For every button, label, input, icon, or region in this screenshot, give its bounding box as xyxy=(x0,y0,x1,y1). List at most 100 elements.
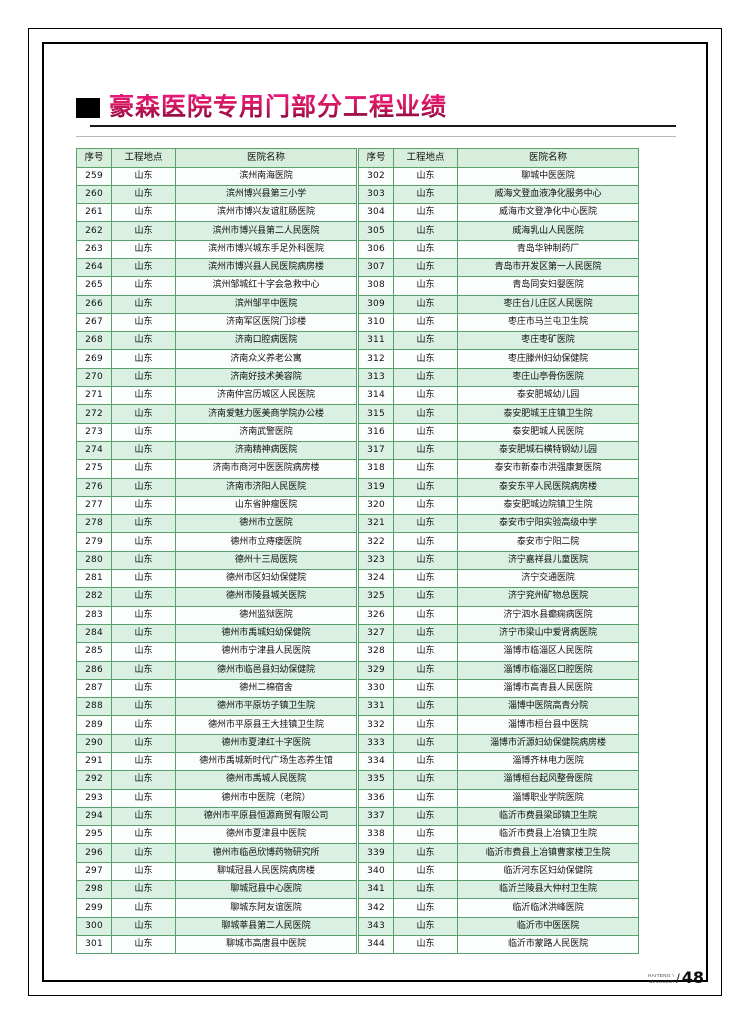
cell-location: 山东 xyxy=(111,751,176,772)
cell-location: 山东 xyxy=(393,733,458,754)
cell-hospital-name: 济南口腔病医院 xyxy=(175,331,357,351)
cell-location: 山东 xyxy=(111,331,176,351)
table-row: 279 山东 德州市立痔瘘医院 xyxy=(76,532,357,552)
cell-no: 289 xyxy=(76,715,112,735)
cell-no: 310 xyxy=(358,312,394,333)
cell-hospital-name: 淄博市沂源妇幼保健院病房楼 xyxy=(457,733,639,754)
cell-hospital-name: 济宁泗水县癫痫病医院 xyxy=(457,605,639,625)
cell-no: 278 xyxy=(76,514,112,534)
cell-hospital-name: 聊城冠县中心医院 xyxy=(175,880,357,900)
black-square-bullet-icon xyxy=(76,98,100,118)
cell-no: 286 xyxy=(76,660,112,680)
table-row: 306 山东 青岛华钟制药厂 xyxy=(358,239,639,259)
cell-hospital-name: 枣庄滕州妇幼保健院 xyxy=(457,349,639,369)
cell-hospital-name: 德州市夏津县中医院 xyxy=(175,825,357,845)
cell-hospital-name: 德州市平原县恒源商贸有限公司 xyxy=(175,806,357,827)
cell-no: 292 xyxy=(76,770,112,790)
table-row: 280 山东 德州十三局医院 xyxy=(76,550,357,571)
cell-location: 山东 xyxy=(111,203,176,223)
cell-location: 山东 xyxy=(111,257,176,278)
cell-location: 山东 xyxy=(111,806,176,827)
cell-location: 山东 xyxy=(393,697,458,717)
cell-hospital-name: 枣庄市马兰屯卫生院 xyxy=(457,312,639,333)
cell-hospital-name: 德州十三局医院 xyxy=(175,550,357,571)
footer-slash: / xyxy=(676,971,680,986)
table-row: 342 山东 临沂临沭洪峰医院 xyxy=(358,898,639,918)
cell-location: 山东 xyxy=(111,861,176,882)
cell-no: 303 xyxy=(358,184,394,205)
title-underline xyxy=(90,125,676,127)
cell-no: 328 xyxy=(358,642,394,662)
cell-hospital-name: 青岛同安妇婴医院 xyxy=(457,276,639,296)
cell-hospital-name: 德州市禹城人民医院 xyxy=(175,770,357,790)
table-row: 309 山东 枣庄台儿庄区人民医院 xyxy=(358,294,639,314)
table-row: 293 山东 德州市中医院（老院） xyxy=(76,788,357,808)
table-row: 261 山东 滨州市博兴友谊肛肠医院 xyxy=(76,203,357,223)
cell-location: 山东 xyxy=(111,569,176,589)
cell-location: 山东 xyxy=(393,312,458,333)
cell-hospital-name: 枣庄山亭骨伤医院 xyxy=(457,367,639,388)
cell-no: 333 xyxy=(358,733,394,754)
table-row: 270 山东 济南好技术美容院 xyxy=(76,367,357,388)
cell-location: 山东 xyxy=(111,367,176,388)
cell-location: 山东 xyxy=(393,825,458,845)
table-row: 339 山东 临沂市费县上冶镇曹家楼卫生院 xyxy=(358,843,639,863)
table-row: 314 山东 泰安肥城幼儿园 xyxy=(358,386,639,406)
table-row: 271 山东 济南仲宫历城区人民医院 xyxy=(76,386,357,406)
cell-hospital-name: 德州市立痔瘘医院 xyxy=(175,532,357,552)
cell-no: 262 xyxy=(76,221,112,241)
cell-no: 279 xyxy=(76,532,112,552)
cell-hospital-name: 滨州市博兴城东手足外科医院 xyxy=(175,239,357,259)
cell-hospital-name: 泰安肥城人民医院 xyxy=(457,422,639,442)
cell-hospital-name: 淄博市高青县人民医院 xyxy=(457,678,639,699)
table-row: 328 山东 淄博市临淄区人民医院 xyxy=(358,642,639,662)
cell-no: 281 xyxy=(76,569,112,589)
table-row: 336 山东 淄博职业学院医院 xyxy=(358,788,639,808)
table-row: 315 山东 泰安肥城王庄镇卫生院 xyxy=(358,404,639,424)
cell-no: 273 xyxy=(76,422,112,442)
cell-location: 山东 xyxy=(111,660,176,680)
table-row: 262 山东 滨州市博兴县第二人民医院 xyxy=(76,221,357,241)
table-row: 272 山东 济南爱魅力医美商学院办公楼 xyxy=(76,404,357,424)
cell-location: 山东 xyxy=(111,550,176,571)
cell-no: 272 xyxy=(76,404,112,424)
cell-location: 山东 xyxy=(393,203,458,223)
cell-hospital-name: 淄博职业学院医院 xyxy=(457,788,639,808)
cell-location: 山东 xyxy=(111,514,176,534)
cell-hospital-name: 德州市平原县王大挂镇卫生院 xyxy=(175,715,357,735)
cell-hospital-name: 临沂河东区妇幼保健院 xyxy=(457,861,639,882)
cell-no: 287 xyxy=(76,678,112,699)
column-header-name: 医院名称 xyxy=(175,147,357,168)
table-row: 289 山东 德州市平原县王大挂镇卫生院 xyxy=(76,715,357,735)
cell-no: 296 xyxy=(76,843,112,863)
table-row: 331 山东 淄博中医院高青分院 xyxy=(358,697,639,717)
cell-no: 295 xyxy=(76,825,112,845)
table-row: 265 山东 滨州邹城红十字会急救中心 xyxy=(76,276,357,296)
cell-hospital-name: 威海市文登净化中心医院 xyxy=(457,203,639,223)
table-row: 327 山东 济宁市梁山中爱肾病医院 xyxy=(358,623,639,644)
cell-location: 山东 xyxy=(111,623,176,644)
cell-no: 331 xyxy=(358,697,394,717)
cell-location: 山东 xyxy=(111,184,176,205)
table-body-left: 259 山东 滨州南海医院 260 山东 滨州博兴县第三小学 261 山东 滨州市博兴友谊肛肠医… xyxy=(76,166,357,955)
brand-line-2: Decoration xyxy=(649,978,675,984)
table-row: 312 山东 枣庄滕州妇幼保健院 xyxy=(358,349,639,369)
table-row: 324 山东 济宁交通医院 xyxy=(358,569,639,589)
cell-hospital-name: 滨州市博兴友谊肛肠医院 xyxy=(175,203,357,223)
cell-hospital-name: 聊城市高唐县中医院 xyxy=(175,934,357,955)
column-header-location: 工程地点 xyxy=(111,147,176,168)
table-row: 305 山东 威海乳山人民医院 xyxy=(358,221,639,241)
table-row: 292 山东 德州市禹城人民医院 xyxy=(76,770,357,790)
title-secondary-rule xyxy=(76,135,676,137)
table-header-row: 序号 工程地点 医院名称 xyxy=(76,147,357,168)
cell-hospital-name: 临沂兰陵县大仲村卫生院 xyxy=(457,880,639,900)
cell-hospital-name: 聊城莘县第二人民医院 xyxy=(175,916,357,936)
cell-hospital-name: 滨州市博兴县第二人民医院 xyxy=(175,221,357,241)
cell-hospital-name: 泰安市宁阳实验高级中学 xyxy=(457,514,639,534)
cell-hospital-name: 济南仲宫历城区人民医院 xyxy=(175,386,357,406)
cell-hospital-name: 济宁嘉祥县儿童医院 xyxy=(457,550,639,571)
cell-hospital-name: 泰安东平人民医院病房楼 xyxy=(457,477,639,497)
cell-hospital-name: 威海文登血液净化服务中心 xyxy=(457,184,639,205)
cell-hospital-name: 临沂市费县梁邱镇卫生院 xyxy=(457,806,639,827)
cell-hospital-name: 泰安肥城石横特钢幼儿园 xyxy=(457,440,639,461)
